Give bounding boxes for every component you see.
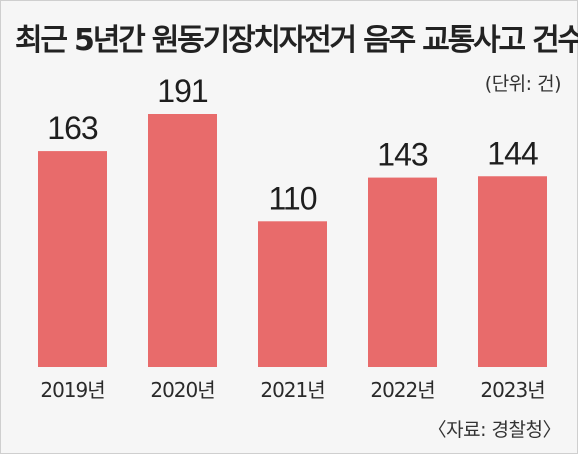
chart-title: 최근 5년간 원동기장치자전거 음주 교통사고 건수 <box>15 23 578 58</box>
bar-2019년 <box>38 151 107 367</box>
bar-value-label: 191 <box>157 73 208 109</box>
bar-2023년 <box>478 176 547 367</box>
category-label: 2021년 <box>260 378 324 402</box>
category-label: 2020년 <box>150 378 214 402</box>
bar-value-label: 144 <box>487 135 538 171</box>
bar-value-label: 163 <box>47 110 98 146</box>
source-note: 〈자료: 경찰청〉 <box>427 419 562 441</box>
bar-2020년 <box>148 114 217 367</box>
bar-value-label: 143 <box>377 137 428 173</box>
unit-note: (단위: 건) <box>484 73 562 95</box>
bar-value-label: 110 <box>268 180 316 216</box>
bar-2022년 <box>368 177 437 367</box>
category-label: 2022년 <box>370 378 434 402</box>
bar-2021년 <box>258 221 327 367</box>
category-label: 2019년 <box>40 378 104 402</box>
category-label: 2023년 <box>480 378 544 402</box>
